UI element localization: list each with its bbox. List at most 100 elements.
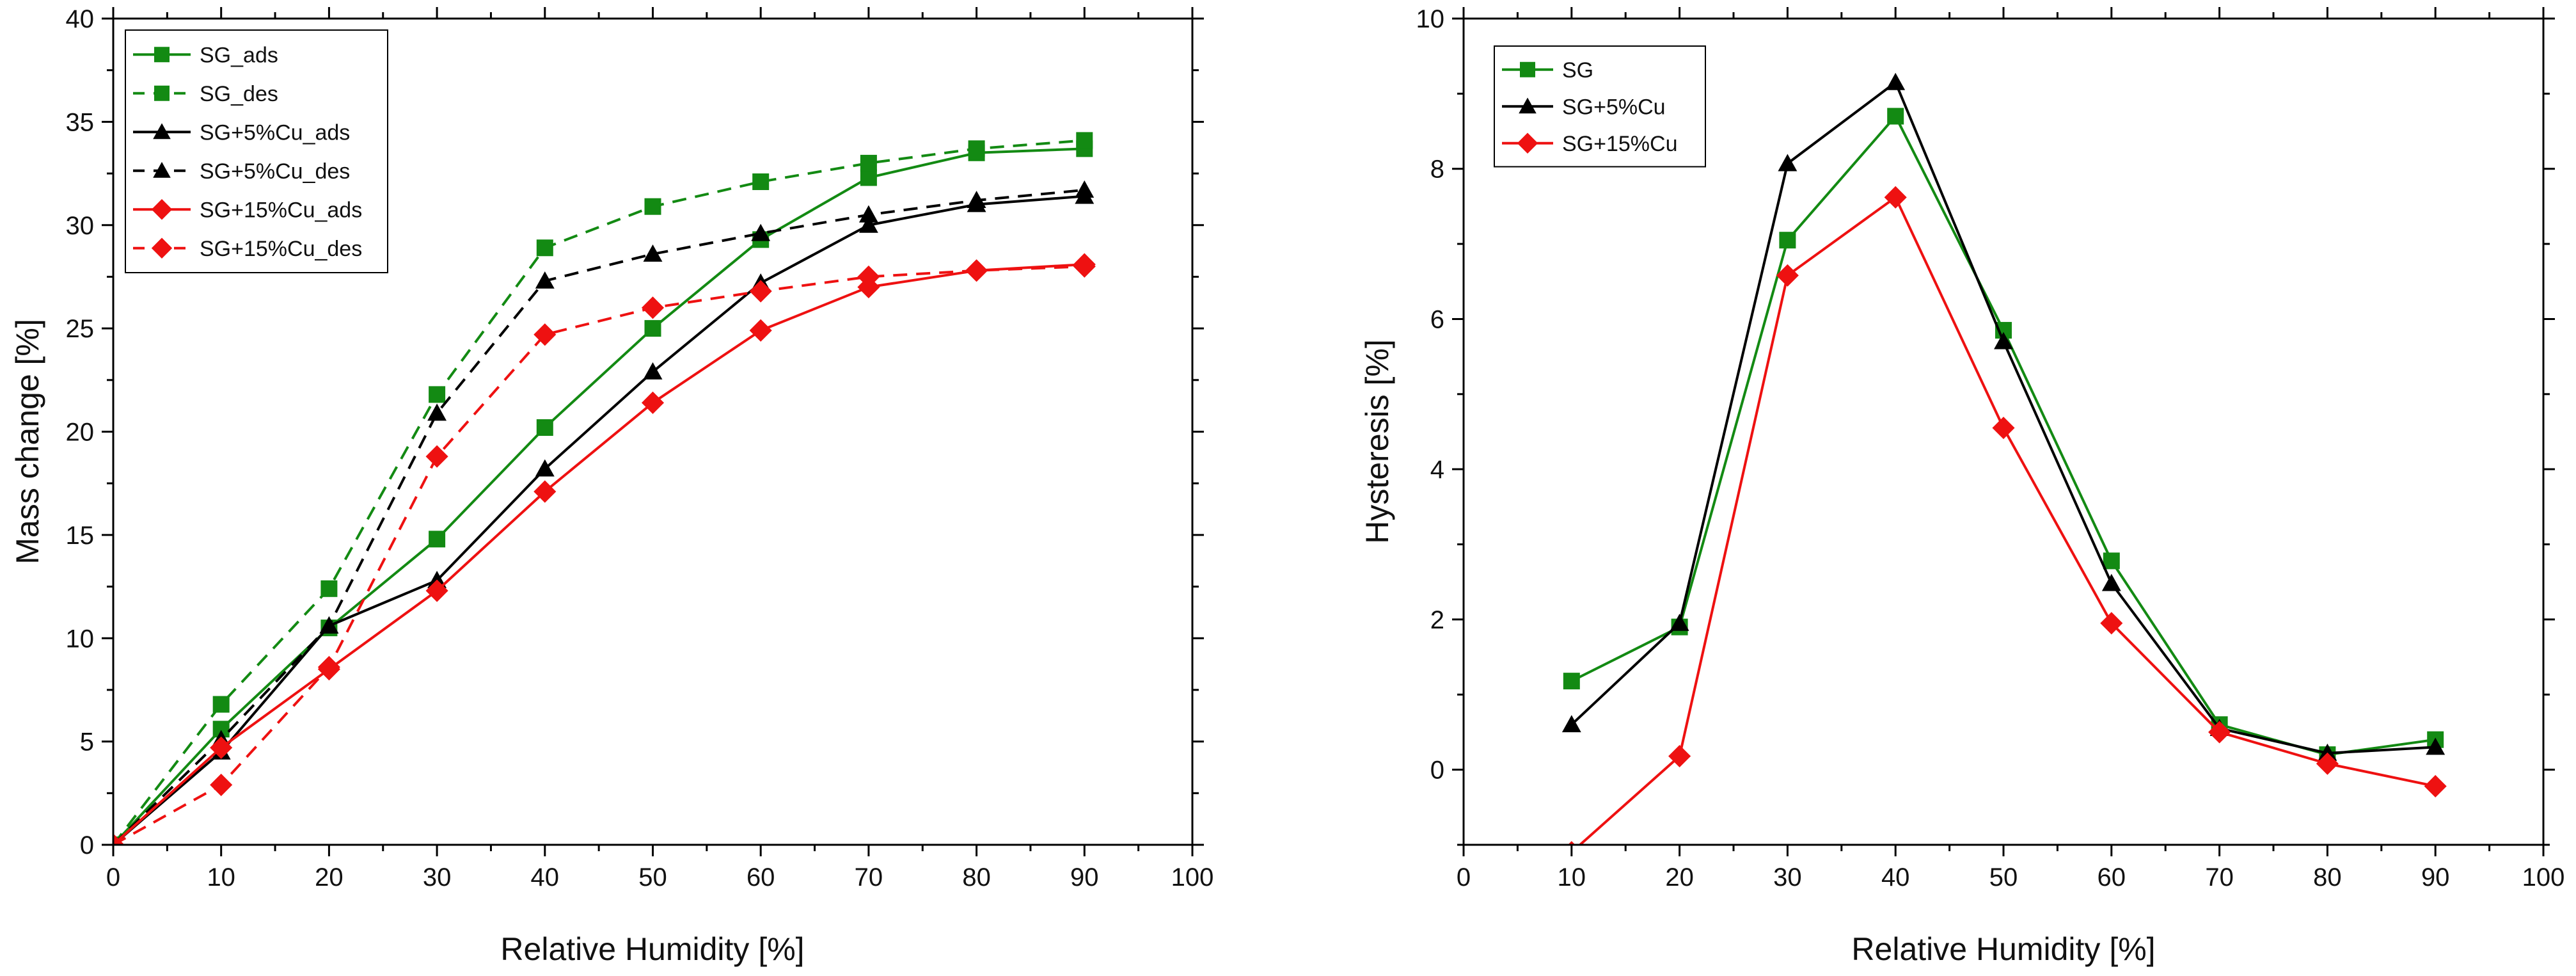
- data-point-sg-plus-5pctcu: [2101, 573, 2121, 591]
- hysteresis-marks: [1561, 72, 2447, 845]
- x-tick-label: 70: [2205, 863, 2234, 892]
- mass-change-y-axis-title: Mass change [%]: [10, 319, 45, 564]
- legend-item-sg-plus-5pctcu-ads: SG+5%Cu_ads: [133, 120, 350, 145]
- legend-marker: [151, 237, 173, 259]
- data-point-sg-plus-5pctcu: [1886, 72, 1906, 90]
- hysteresis-y-axis-title: Hysteresis [%]: [1359, 339, 1395, 544]
- data-point-sg-plus-5pctcu-ads: [427, 570, 447, 588]
- data-point-sg-plus-5pctcu-ads: [535, 459, 555, 477]
- data-point-sg-plus-15pctcu-des: [641, 296, 665, 319]
- hysteresis-legend: SG SG+5%Cu SG+15%Cu: [1494, 45, 1706, 168]
- y-tick-label: 0: [1430, 756, 1444, 785]
- series-line-sg-plus-5pctcu-ads: [113, 195, 1085, 845]
- data-point-sg-ads: [860, 169, 877, 186]
- data-point-sg-plus-5pctcu: [1670, 613, 1689, 631]
- legend-marker: [154, 47, 170, 63]
- legend-marker: [1517, 132, 1538, 154]
- y-tick-label: 2: [1430, 606, 1444, 634]
- legend-marker: [151, 199, 173, 220]
- x-tick-label: 30: [1773, 863, 1802, 892]
- legend-label: SG_des: [200, 82, 278, 106]
- series-sg-plus-15pctcu: [1567, 186, 2447, 845]
- data-point-sg-plus-15pctcu: [2208, 721, 2231, 744]
- legend-item-sg-plus-5pctcu-des: SG+5%Cu_des: [133, 159, 350, 184]
- y-tick-label: 25: [66, 315, 95, 343]
- y-tick-label: 30: [66, 212, 95, 240]
- data-point-sg-plus-5pctcu-des: [751, 223, 771, 241]
- legend-marker: [153, 123, 171, 140]
- x-tick-label: 50: [1989, 863, 2018, 892]
- data-point-sg-des: [1076, 132, 1093, 149]
- y-tick-label: 20: [66, 419, 95, 447]
- data-point-sg-plus-5pctcu: [1994, 332, 2013, 349]
- data-point-sg-plus-15pctcu-ads: [749, 319, 772, 342]
- data-point-sg-plus-5pctcu-ads: [643, 362, 663, 380]
- data-point-sg-ads: [429, 531, 446, 548]
- hysteresis-chart: 0 10 20 30 40 50 60 70 80 90 100 0 2 4 6 8 10 Relative H…: [1359, 5, 2564, 967]
- x-tick-label: 60: [2098, 863, 2126, 892]
- data-point-sg-plus-5pctcu-des: [535, 271, 555, 289]
- data-point-sg-plus-5pctcu-des: [967, 191, 986, 208]
- legend-item-sg-plus-15pctcu-ads: SG+15%Cu_ads: [133, 198, 362, 222]
- data-point-sg-plus-5pctcu-des: [1075, 180, 1094, 198]
- data-point-sg-plus-15pctcu-des: [425, 445, 448, 468]
- x-tick-label: 10: [207, 863, 235, 892]
- legend-label: SG+5%Cu_des: [200, 159, 350, 184]
- data-point-sg: [1779, 232, 1796, 249]
- mass-change-chart: 0 10 20 30 40 50 60 70 80 90 100 0 5 10 15 20 25 30 35 40 R…: [10, 5, 1213, 967]
- data-point-sg-plus-5pctcu-des: [858, 205, 878, 223]
- legend-marker: [153, 161, 171, 178]
- legend-item-sg: SG: [1502, 58, 1593, 83]
- legend-marker: [1520, 61, 1535, 77]
- y-tick-label: 15: [66, 522, 95, 550]
- legend-label: SG+15%Cu_des: [200, 237, 362, 261]
- data-point-sg-des: [536, 239, 553, 257]
- legend-item-sg-des: SG_des: [133, 82, 278, 106]
- data-point-sg: [2103, 552, 2120, 570]
- data-point-sg-des: [429, 386, 446, 403]
- data-point-sg-plus-5pctcu-des: [319, 616, 339, 634]
- data-point-sg-plus-15pctcu-des: [965, 259, 988, 282]
- data-point-sg-plus-15pctcu: [2424, 774, 2447, 798]
- data-point-sg: [1887, 108, 1904, 125]
- x-tick-label: 20: [315, 863, 344, 892]
- data-point-sg-plus-5pctcu-ads: [858, 215, 878, 233]
- x-tick-label: 90: [1070, 863, 1099, 892]
- series-line-sg-plus-15pctcu-ads: [113, 263, 1085, 845]
- data-point-sg-plus-5pctcu: [2426, 737, 2446, 755]
- data-point-sg-ads: [644, 320, 661, 337]
- mass-change-x-axis-title: Relative Humidity [%]: [500, 931, 804, 967]
- data-point-sg-plus-5pctcu-des: [427, 403, 447, 421]
- x-tick-label: 50: [638, 863, 667, 892]
- data-point-sg-plus-15pctcu-des: [113, 833, 125, 845]
- mass-change-axes: 0 10 20 30 40 50 60 70 80 90 100 0 5 10 15 20 25 30 35 40: [66, 5, 1214, 892]
- data-point-sg-plus-15pctcu: [2316, 752, 2339, 775]
- data-point-sg-plus-15pctcu: [2100, 612, 2123, 635]
- data-point-sg-plus-15pctcu-des: [210, 773, 233, 796]
- data-point-sg-des: [752, 173, 770, 190]
- series-line-sg-plus-15pctcu: [1577, 196, 2436, 845]
- mass-change-marks: [113, 132, 1096, 845]
- legend-label: SG_ads: [200, 43, 278, 67]
- legend-label: SG+5%Cu: [1562, 95, 1666, 119]
- y-tick-label: 0: [80, 831, 94, 860]
- data-point-sg-plus-15pctcu: [1884, 186, 1907, 209]
- series-sg-plus-15pctcu-ads: [113, 253, 1096, 845]
- x-tick-label: 40: [1881, 863, 1910, 892]
- legend-item-sg-plus-15pctcu-des: SG+15%Cu_des: [133, 237, 362, 261]
- data-point-sg: [1563, 673, 1580, 690]
- data-point-sg-des: [320, 580, 338, 597]
- data-point-sg-des: [968, 140, 985, 157]
- data-point-sg-des: [212, 696, 230, 713]
- data-point-sg-plus-15pctcu-ads: [533, 480, 557, 503]
- data-point-sg-plus-15pctcu-des: [533, 323, 557, 346]
- mass-change-legend: SG_ads SG_des SG+5%Cu_ads SG+5%Cu_des SG+15%…: [125, 29, 388, 273]
- legend-label: SG+5%Cu_ads: [200, 120, 350, 145]
- x-tick-label: 20: [1665, 863, 1694, 892]
- legend-marker: [154, 85, 170, 101]
- x-tick-label: 90: [2421, 863, 2450, 892]
- legend-marker: [1519, 97, 1537, 114]
- x-tick-label: 60: [747, 863, 775, 892]
- x-tick-label: 30: [423, 863, 452, 892]
